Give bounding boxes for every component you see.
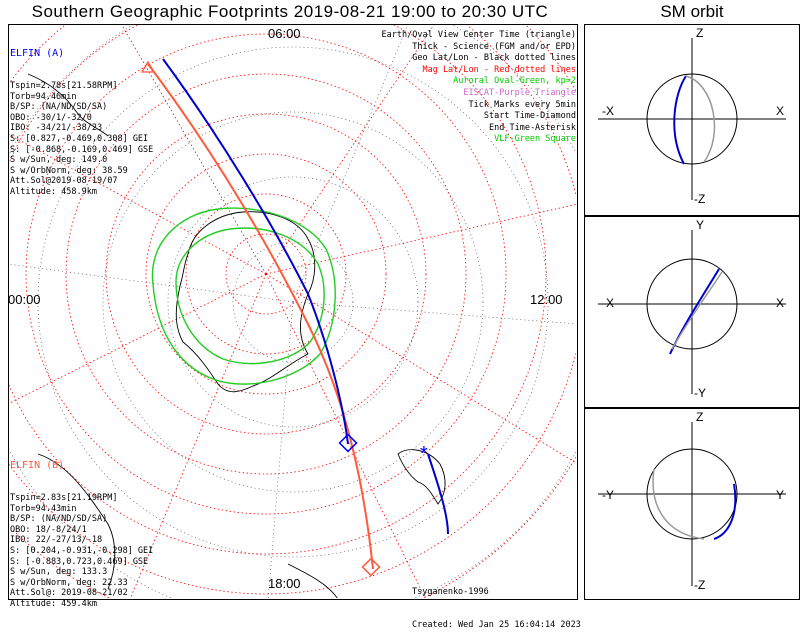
chart-title: Southern Geographic Footprints 2019-08-2… <box>31 2 549 21</box>
sm-plot-3 <box>598 422 786 586</box>
elfin-b-line: Torb=94.43min <box>10 503 77 514</box>
legend-entry: Thick - Science (FGM and/or EPD) <box>412 41 576 52</box>
elfin-a-line: S: [-0.868,-0.169,0.469] GSE <box>10 144 154 155</box>
clock-label-left: 00:00 <box>8 292 41 307</box>
sm-orbit-title: SM orbit <box>660 2 724 21</box>
elfin-a-line: Altitude: 458.9km <box>10 186 97 197</box>
elfin-b-line: S w/OrbNorm, deg: 22.33 <box>10 577 128 588</box>
elfin-a-line: Torb=94.46min <box>10 91 77 102</box>
created-label: Created: Wed Jan 25 16:04:14 2023 <box>412 620 581 630</box>
clock-label-right: 12:00 <box>530 292 563 307</box>
elfin-b-line: Att.Sol@: 2019-08-21/02 <box>10 588 128 599</box>
elfin-a-line: S w/OrbNorm, deg: 38.59 <box>10 165 128 176</box>
sm1-right: X <box>776 104 785 118</box>
geo-grid <box>9 25 576 598</box>
clock-label-bottom: 18:00 <box>268 576 301 591</box>
sm1-left: -X <box>602 104 614 118</box>
legend-entry: Start Time-Diamond <box>483 111 576 122</box>
mag-grid <box>9 25 576 598</box>
legend-entry: Tick Marks every 5min <box>468 99 576 110</box>
sm3-top: Z <box>696 410 704 424</box>
elfin-b-line: S: [-0.883,0.723,0.469] GSE <box>10 556 149 567</box>
elfin-a-line: Tspin=2.78s[21.58RPM] <box>10 80 118 91</box>
model-label: Tsyganenko-1996 <box>412 587 489 597</box>
elfin-a-track <box>162 58 349 445</box>
elfin-b-line: S: [0.204,-0.931,-0.298] GEI <box>10 545 154 556</box>
elfin-a-line: Att.Sol@2019-08-19/07 <box>10 176 118 187</box>
elfin-b-line: IBO: 22/-27/13/-18 <box>10 535 103 546</box>
legend-entry: Geo Lat/Lon - Black dotted lines <box>412 53 576 64</box>
elfin-b-line: S w/Sun, deg: 133.3 <box>10 567 108 578</box>
sm-plot-2 <box>598 230 786 394</box>
coastlines <box>27 73 446 598</box>
legend-entry: End Time-Asterisk <box>489 122 576 133</box>
elfin-a-track-2 <box>427 453 449 535</box>
elfin-b-line: Altitude: 459.4km <box>10 598 97 609</box>
elfin-a-line: B/SP: (NA/ND/SD/SA) <box>10 102 108 113</box>
elfin-a-line: S: [0.827,-0.469,0.308] GEI <box>10 133 149 144</box>
legend: Earth/Oval View Center Time (triangle) Th… <box>382 30 576 146</box>
elfin-b-start-diamond <box>361 557 381 577</box>
legend-entry: Mag Lat/Lon - Red dotted lines <box>422 64 576 75</box>
elfin-a-info: ELFIN (A) Tspin=2.78s[21.58RPM] Torb=94.4… <box>10 28 153 208</box>
auroral-oval <box>151 207 336 385</box>
legend-entry: Auroral Oval-Green, kp=2 <box>453 76 576 87</box>
elfin-a-line: OBO: -30/1/-32/0 <box>10 112 92 123</box>
sm-plot-1 <box>598 38 786 200</box>
sm2-left: -X <box>602 296 614 310</box>
elfin-a-name: ELFIN (A) <box>10 48 65 60</box>
elfin-b-track <box>147 63 374 570</box>
elfin-a-end-asterisk: * <box>420 443 428 465</box>
sm3-right: Y <box>776 488 785 502</box>
elfin-b-line: OBO: 18/-8/24/1 <box>10 524 87 535</box>
clock-label-top: 06:00 <box>268 26 301 41</box>
sm1-top: Z <box>696 26 704 40</box>
elfin-b-name: ELFIN (B) <box>10 460 65 472</box>
elfin-b-start-triangle <box>140 60 156 73</box>
footer: Tsyganenko-1996 Created: Wed Jan 25 16:0… <box>412 565 581 642</box>
elfin-b-line: B/SP: (NA/ND/SD/SA) <box>10 514 108 525</box>
footprint-map: * <box>9 25 576 598</box>
sm3-left: -Y <box>602 488 614 502</box>
legend-entry: EISCAT-Purple Triangle <box>463 87 576 98</box>
elfin-a-line: IBO: -34/21/-38/23 <box>10 123 103 134</box>
sm3-bottom: -Z <box>694 578 706 592</box>
legend-entry: Earth/Oval View Center Time (triangle) <box>381 30 576 40</box>
elfin-a-start-diamond <box>338 433 358 453</box>
sm1-bottom: -Z <box>694 192 706 206</box>
legend-entry: VLF-Green Square <box>494 134 576 145</box>
sm2-bottom: -Y <box>694 386 706 400</box>
elfin-b-info: ELFIN (B) Tspin=2.83s[21.19RPM] Torb=94.4… <box>10 440 153 620</box>
sm-orbit-plots <box>598 38 786 586</box>
sm2-right: X <box>776 296 785 310</box>
elfin-b-line: Tspin=2.83s[21.19RPM] <box>10 492 118 503</box>
sm2-top: Y <box>696 218 705 232</box>
elfin-a-line: S w/Sun, deg: 149.0 <box>10 155 108 166</box>
